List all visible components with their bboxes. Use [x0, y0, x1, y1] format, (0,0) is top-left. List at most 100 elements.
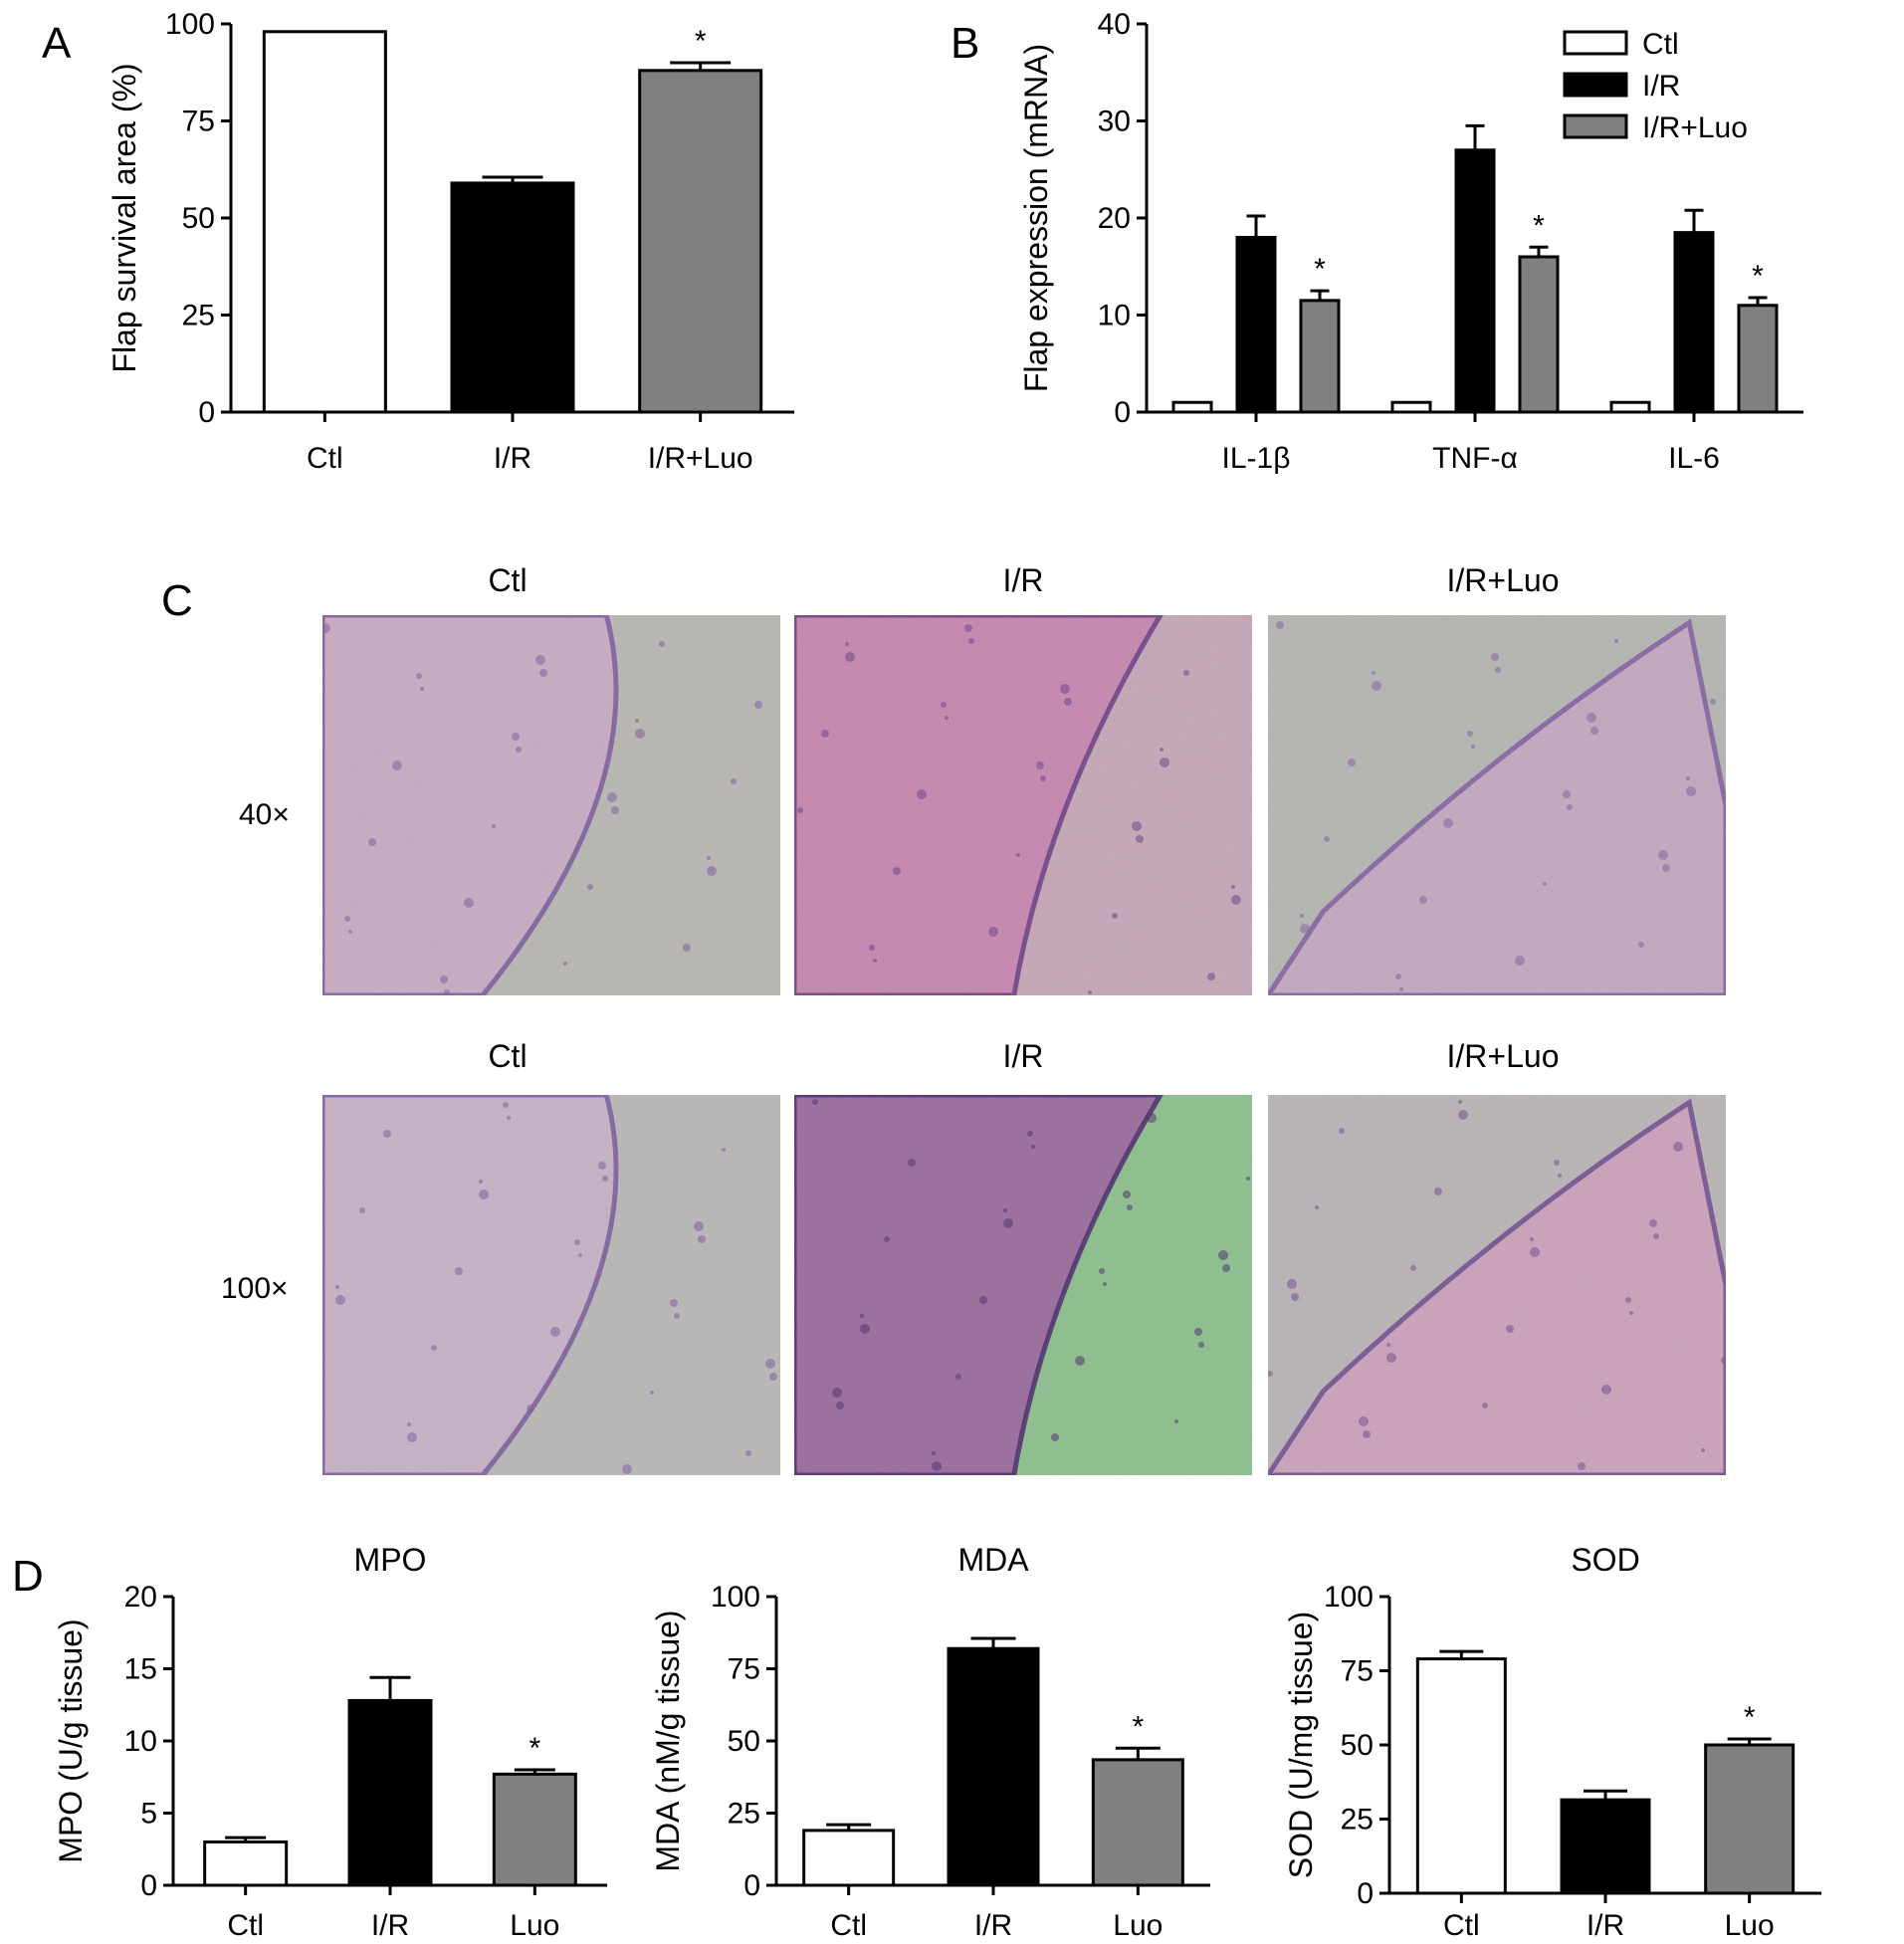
- legend-swatch: [1563, 72, 1628, 98]
- y-tick-label: 0: [1114, 396, 1131, 429]
- texture-overlay: [794, 1095, 1252, 1475]
- bar: [947, 1646, 1040, 1887]
- bar: [1299, 299, 1341, 414]
- y-tick-label: 100: [165, 8, 215, 41]
- tile-content: [322, 1095, 780, 1475]
- y-tick-label: 75: [728, 1653, 760, 1686]
- row-label-100x: 100×: [221, 1272, 289, 1305]
- col-title-ctl-row1: Ctl: [488, 562, 527, 598]
- significance-mark: *: [1533, 209, 1545, 242]
- row-label-40x: 40×: [239, 798, 290, 831]
- bar: [802, 1829, 896, 1887]
- chart-title: MDA: [957, 1542, 1029, 1578]
- significance-mark: *: [695, 25, 707, 58]
- texture-overlay: [1268, 615, 1726, 995]
- legend-label: Ctl: [1642, 28, 1679, 61]
- x-tick-label: IL-1β: [1222, 442, 1291, 475]
- texture-overlay: [322, 1095, 780, 1475]
- y-axis-label: SOD (U/mg tissue): [1283, 1612, 1319, 1878]
- panel-letter-b: B: [951, 19, 979, 68]
- y-tick-label: 0: [1357, 1877, 1374, 1910]
- panel-letter-a: A: [42, 19, 72, 68]
- x-tick-label: I/R+Luo: [648, 442, 753, 475]
- y-tick-label: 0: [743, 1869, 760, 1902]
- legend-swatch: [1563, 30, 1628, 56]
- y-tick-label: 30: [1098, 106, 1131, 138]
- significance-mark: *: [1132, 1710, 1144, 1743]
- y-tick-label: 0: [198, 396, 215, 429]
- tile-content: [794, 1095, 1252, 1475]
- y-tick-label: 50: [728, 1725, 760, 1758]
- y-axis-label: Flap expression (mRNA): [1018, 44, 1054, 392]
- y-tick-label: 10: [124, 1725, 157, 1758]
- x-tick-label: I/R: [1587, 1909, 1624, 1942]
- col-title-ir-row2: I/R: [1003, 1038, 1044, 1074]
- significance-mark: *: [529, 1732, 540, 1765]
- x-tick-label: Ctl: [307, 442, 343, 475]
- tile-content: [1268, 615, 1726, 995]
- bar: [1609, 400, 1651, 414]
- y-tick-label: 0: [140, 1869, 157, 1902]
- bar: [638, 69, 763, 414]
- y-axis-label: MDA (nM/g tissue): [650, 1610, 686, 1871]
- x-tick-label: Ctl: [227, 1909, 264, 1942]
- legend-swatch: [1563, 113, 1628, 139]
- chart-mpo: 0 5 10 15 20 MPO (U/g tissue) MPO Ctl I/R * Luo: [53, 1542, 607, 1942]
- col-title-luo-row2: I/R+Luo: [1447, 1038, 1560, 1074]
- bar: [450, 181, 575, 414]
- chart-flap-expression: 0 10 20 30 40 Flap expression (mRNA) * IL-1β * TN…: [1018, 8, 1803, 475]
- y-tick-label: 25: [1341, 1804, 1374, 1836]
- panel-letter-c: C: [161, 576, 193, 625]
- y-tick-label: 75: [182, 106, 215, 138]
- y-tick-label: 100: [1324, 1581, 1374, 1614]
- x-tick-label: Ctl: [1443, 1909, 1480, 1942]
- y-tick-label: 100: [711, 1581, 760, 1614]
- significance-mark: *: [1314, 253, 1326, 286]
- chart-title: MPO: [354, 1542, 427, 1578]
- y-tick-label: 25: [182, 300, 215, 332]
- histology-image: [322, 615, 780, 995]
- significance-mark: *: [1752, 260, 1764, 293]
- bar: [1518, 255, 1560, 414]
- histology-image: [1268, 1095, 1726, 1475]
- bar: [1390, 400, 1432, 414]
- histology-image: [322, 1095, 780, 1475]
- col-title-ctl-row2: Ctl: [488, 1038, 527, 1074]
- y-tick-label: 10: [1098, 300, 1131, 332]
- chart-mda: 0 25 50 75 100 MDA (nM/g tissue) MDA Ctl I/R * Luo: [650, 1542, 1210, 1942]
- histology-image: [794, 615, 1252, 995]
- chart-flap-survival: 0 25 50 75 100 Flap survival area (%) Ctl I/R * I…: [106, 8, 794, 475]
- col-title-luo-row1: I/R+Luo: [1447, 562, 1560, 598]
- y-tick-label: 15: [124, 1653, 157, 1686]
- y-axis-label: MPO (U/g tissue): [53, 1619, 89, 1862]
- bar: [1454, 148, 1496, 414]
- x-tick-label: TNF-α: [1432, 442, 1518, 475]
- texture-overlay: [794, 615, 1252, 995]
- y-tick-label: 50: [182, 202, 215, 235]
- legend-label: I/R: [1642, 70, 1680, 103]
- histology-image: [794, 1095, 1252, 1475]
- bar: [1415, 1657, 1507, 1895]
- histology-image: [1268, 615, 1726, 995]
- tile-content: [794, 615, 1252, 995]
- x-tick-label: I/R: [974, 1909, 1012, 1942]
- histology-panel: 40× 100× Ctl I/R I/R+Luo Ctl I/R I/R+Luo: [221, 562, 1726, 1475]
- bar: [1235, 236, 1277, 414]
- texture-overlay: [322, 615, 780, 995]
- bar: [1704, 1743, 1796, 1895]
- y-tick-label: 75: [1341, 1655, 1374, 1688]
- y-tick-label: 50: [1341, 1729, 1374, 1762]
- x-tick-label: Luo: [510, 1909, 559, 1942]
- significance-mark: *: [1744, 1701, 1756, 1734]
- y-tick-label: 40: [1098, 8, 1131, 41]
- bar: [492, 1772, 577, 1887]
- y-axis-label: Flap survival area (%): [106, 63, 142, 372]
- panel-letter-d: D: [12, 1552, 44, 1601]
- legend-label: I/R+Luo: [1642, 111, 1748, 144]
- x-tick-label: I/R: [494, 442, 531, 475]
- col-title-ir-row1: I/R: [1003, 562, 1044, 598]
- bar: [1091, 1758, 1184, 1887]
- x-tick-label: Luo: [1113, 1909, 1163, 1942]
